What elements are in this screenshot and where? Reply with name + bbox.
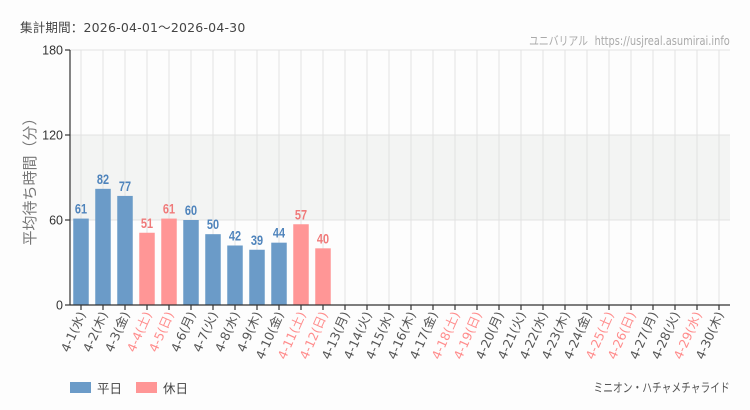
bar-4-3(金): 77 [117,179,133,305]
bar-value-label: 77 [119,179,131,195]
bar-value-label: 40 [317,231,329,247]
bar-4-11(土): 57 [293,207,309,305]
bar-4-1(水): 61 [73,201,89,305]
y-tick-label: 120 [42,129,63,143]
bar-rect [205,234,221,305]
bar-rect [139,232,155,305]
legend-label-holiday: 休日 [163,381,189,396]
legend-label-weekday: 平日 [97,381,123,396]
bar-4-12(日): 40 [315,231,331,305]
bar-rect [117,195,133,305]
bar-rect [95,188,111,305]
bar-value-label: 60 [185,203,197,219]
bar-rect [315,248,331,305]
axes: 0 60 120 180 [42,44,730,313]
bar-rect [73,218,89,305]
bar-4-8(水): 42 [227,228,243,305]
highlight-band [70,135,730,220]
bar-rect [293,224,309,305]
x-tick-labels: 4-1(水)4-2(木)4-3(金)4-4(土)4-5(日)4-6(月)4-7(… [58,309,727,361]
bar-value-label: 57 [295,207,307,223]
bar-4-5(日): 61 [161,201,177,305]
legend-item-holiday: 休日 [136,378,188,397]
bar-value-label: 82 [97,172,109,188]
y-tick-label: 180 [42,44,63,58]
legend-item-weekday: 平日 [70,378,122,397]
site-url: https://usjreal.asumirai.info [594,34,730,48]
site-name: ユニバリアル [529,34,589,48]
bar-value-label: 61 [75,201,87,217]
bar-rect [249,249,265,305]
bar-value-label: 51 [141,215,153,231]
period-label: 集計期間：2026-04-01〜2026-04-30 [20,20,246,35]
bar-4-6(月): 60 [183,203,199,305]
bar-value-label: 44 [273,225,285,241]
y-tick-label: 60 [49,214,63,228]
y-tick-label: 0 [56,299,63,313]
bar-value-label: 61 [163,201,175,217]
bars: 61 82 77 51 61 60 50 42 39 44 57 40 [73,172,331,305]
attraction-name: ミニオン・ハチャメチャライド [593,380,730,395]
bar-4-2(木): 82 [95,172,111,305]
bar-value-label: 50 [207,217,219,233]
legend: 平日 休日 [70,378,202,397]
bar-rect [183,220,199,305]
holiday-swatch [136,382,158,393]
bar-4-10(金): 44 [271,225,287,305]
site-credit: ユニバリアル https://usjreal.asumirai.info [529,32,730,49]
bar-4-7(火): 50 [205,217,221,305]
bar-4-4(土): 51 [139,215,155,305]
weekday-swatch [70,382,91,393]
bar-value-label: 39 [251,232,263,248]
bar-value-label: 42 [229,228,241,244]
y-axis-title: 平均待ち時間（分） [21,110,39,245]
bar-rect [271,242,287,305]
bar-rect [161,218,177,305]
band-60-120 [70,135,730,220]
bar-rect [227,245,243,305]
bar-4-9(木): 39 [249,232,265,305]
